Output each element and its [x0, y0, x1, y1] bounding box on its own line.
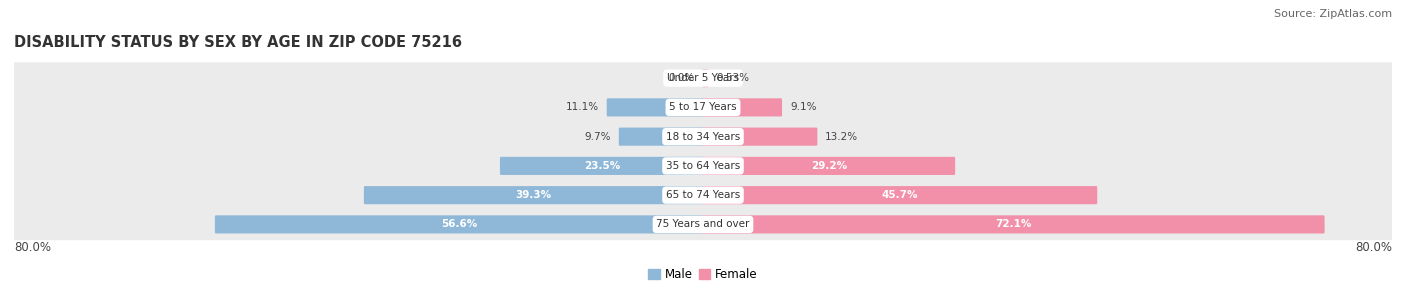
FancyBboxPatch shape [703, 69, 709, 87]
Text: 5 to 17 Years: 5 to 17 Years [669, 102, 737, 112]
FancyBboxPatch shape [703, 98, 782, 116]
Text: 45.7%: 45.7% [882, 190, 918, 200]
Text: 35 to 64 Years: 35 to 64 Years [666, 161, 740, 171]
Text: 0.53%: 0.53% [716, 73, 749, 83]
FancyBboxPatch shape [703, 157, 955, 175]
FancyBboxPatch shape [13, 179, 1393, 211]
FancyBboxPatch shape [13, 121, 1393, 152]
FancyBboxPatch shape [13, 209, 1393, 240]
FancyBboxPatch shape [619, 128, 703, 146]
FancyBboxPatch shape [501, 157, 703, 175]
Text: 9.7%: 9.7% [585, 132, 610, 142]
FancyBboxPatch shape [703, 215, 1324, 233]
FancyBboxPatch shape [607, 98, 703, 116]
FancyBboxPatch shape [13, 92, 1393, 123]
FancyBboxPatch shape [703, 128, 817, 146]
Text: 0.0%: 0.0% [668, 73, 695, 83]
Text: 56.6%: 56.6% [441, 219, 478, 230]
Text: 75 Years and over: 75 Years and over [657, 219, 749, 230]
Text: 11.1%: 11.1% [565, 102, 599, 112]
FancyBboxPatch shape [215, 215, 703, 233]
FancyBboxPatch shape [703, 186, 1097, 204]
FancyBboxPatch shape [364, 186, 703, 204]
Text: 80.0%: 80.0% [1355, 241, 1392, 254]
Text: 39.3%: 39.3% [516, 190, 551, 200]
Text: Source: ZipAtlas.com: Source: ZipAtlas.com [1274, 9, 1392, 19]
FancyBboxPatch shape [13, 150, 1393, 182]
Text: 80.0%: 80.0% [14, 241, 51, 254]
Text: 18 to 34 Years: 18 to 34 Years [666, 132, 740, 142]
Text: 29.2%: 29.2% [811, 161, 846, 171]
FancyBboxPatch shape [13, 62, 1393, 94]
Text: 9.1%: 9.1% [790, 102, 817, 112]
Text: 13.2%: 13.2% [825, 132, 859, 142]
Legend: Male, Female: Male, Female [644, 264, 762, 286]
Text: 23.5%: 23.5% [583, 161, 620, 171]
Text: 65 to 74 Years: 65 to 74 Years [666, 190, 740, 200]
Text: DISABILITY STATUS BY SEX BY AGE IN ZIP CODE 75216: DISABILITY STATUS BY SEX BY AGE IN ZIP C… [14, 35, 463, 50]
Text: 72.1%: 72.1% [995, 219, 1032, 230]
Text: Under 5 Years: Under 5 Years [666, 73, 740, 83]
